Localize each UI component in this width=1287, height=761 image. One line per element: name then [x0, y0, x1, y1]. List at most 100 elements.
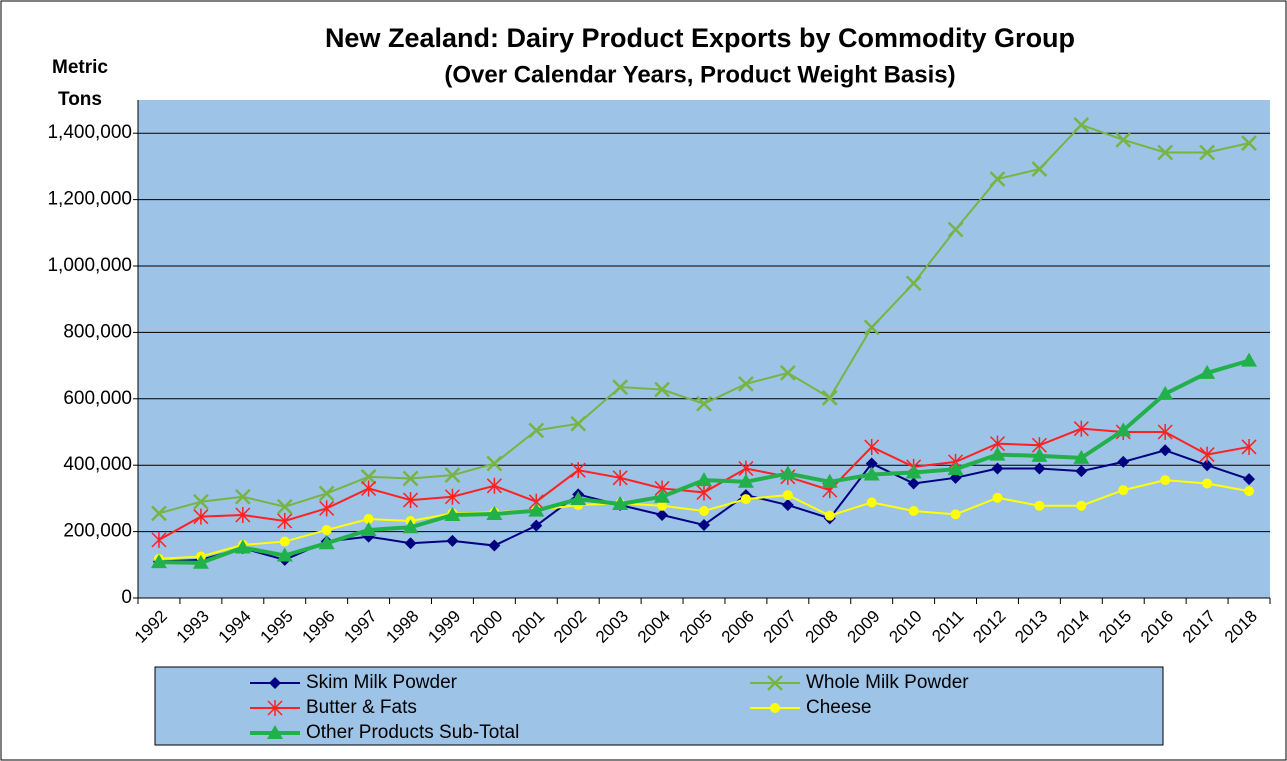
- data-point: [488, 539, 501, 552]
- data-point: [654, 381, 670, 398]
- data-point: [1241, 135, 1257, 152]
- data-point: [318, 535, 335, 550]
- data-point: [991, 462, 1004, 475]
- data-point: [989, 171, 1006, 187]
- legend-marker: [770, 703, 780, 713]
- data-point: [612, 379, 629, 396]
- data-point: [1160, 475, 1171, 486]
- data-point: [779, 465, 796, 480]
- legend-label: Butter & Fats: [306, 697, 417, 718]
- data-point: [570, 462, 586, 479]
- data-point: [318, 485, 335, 502]
- data-point: [1031, 447, 1048, 462]
- y-tick-label: 400,000: [63, 454, 132, 475]
- data-point: [486, 506, 503, 521]
- data-point: [276, 498, 293, 515]
- y-tick-label: 600,000: [63, 388, 132, 409]
- data-point: [864, 438, 880, 455]
- data-point: [821, 389, 838, 406]
- data-point: [821, 473, 838, 488]
- data-point: [863, 466, 880, 481]
- legend-label: Cheese: [806, 697, 872, 718]
- data-point: [444, 507, 461, 521]
- data-point: [1117, 455, 1130, 468]
- data-point: [1075, 465, 1088, 478]
- data-point: [193, 508, 209, 525]
- data-point: [1115, 422, 1132, 437]
- data-point: [1157, 424, 1173, 440]
- data-point: [779, 365, 796, 381]
- y-tick-label: 800,000: [63, 321, 132, 342]
- data-point: [950, 509, 961, 520]
- data-point: [361, 480, 377, 497]
- data-point: [863, 319, 880, 336]
- y-tick-label: 1,200,000: [47, 189, 132, 210]
- data-point: [234, 488, 251, 505]
- y-tick-label: 1,000,000: [47, 255, 132, 276]
- data-point: [782, 490, 793, 501]
- data-point: [402, 492, 419, 509]
- data-point: [1199, 446, 1215, 463]
- data-point: [444, 467, 461, 484]
- data-point: [151, 505, 167, 522]
- data-point: [947, 461, 964, 476]
- legend-label: Skim Milk Powder: [306, 672, 458, 693]
- data-point: [696, 395, 712, 412]
- data-point: [319, 500, 335, 517]
- data-point: [740, 494, 751, 505]
- data-point: [1073, 117, 1090, 133]
- data-point: [1241, 438, 1257, 455]
- data-point: [656, 509, 669, 521]
- data-point: [657, 500, 668, 511]
- data-point: [276, 547, 293, 562]
- data-point: [446, 534, 459, 547]
- data-point: [404, 537, 417, 550]
- data-point: [402, 470, 419, 487]
- data-point: [1073, 420, 1089, 437]
- data-point: [1073, 449, 1090, 464]
- data-point: [824, 510, 835, 521]
- data-point: [530, 519, 543, 532]
- data-point: [865, 457, 878, 470]
- data-point: [570, 415, 587, 432]
- y-tick-label: 200,000: [63, 521, 132, 542]
- data-point: [193, 493, 209, 510]
- data-point: [486, 477, 502, 494]
- data-point: [486, 455, 503, 472]
- legend-marker: [267, 700, 283, 716]
- data-point: [1159, 444, 1172, 457]
- data-point: [1034, 500, 1045, 511]
- data-point: [696, 472, 712, 487]
- data-point: [1243, 473, 1256, 486]
- chart-subtitle: (Over Calendar Years, Product Weight Bas…: [444, 61, 955, 88]
- data-point: [528, 422, 545, 439]
- data-point: [1157, 144, 1174, 161]
- data-point: [696, 484, 712, 501]
- legend: [154, 666, 1164, 746]
- data-point: [866, 497, 877, 508]
- data-point: [1157, 385, 1174, 400]
- data-point: [1033, 462, 1046, 475]
- legend-label: Whole Milk Powder: [806, 672, 969, 693]
- data-point: [612, 496, 629, 511]
- data-point: [1118, 485, 1129, 496]
- data-point: [1115, 131, 1132, 148]
- data-point: [1199, 364, 1216, 379]
- y-axis-label: Metric Tons: [52, 57, 108, 110]
- data-point: [570, 491, 587, 506]
- y-tick-label: 0: [121, 587, 132, 608]
- data-point: [612, 469, 628, 486]
- data-point: [947, 221, 964, 238]
- data-point: [698, 518, 710, 531]
- data-point: [905, 275, 922, 292]
- legend-label: Other Products Sub-Total: [306, 722, 519, 743]
- data-point: [1244, 486, 1255, 497]
- data-point: [277, 512, 293, 529]
- data-point: [1199, 144, 1215, 161]
- data-point: [908, 506, 919, 517]
- data-point: [905, 464, 922, 479]
- data-point: [279, 536, 290, 547]
- data-point: [699, 506, 709, 517]
